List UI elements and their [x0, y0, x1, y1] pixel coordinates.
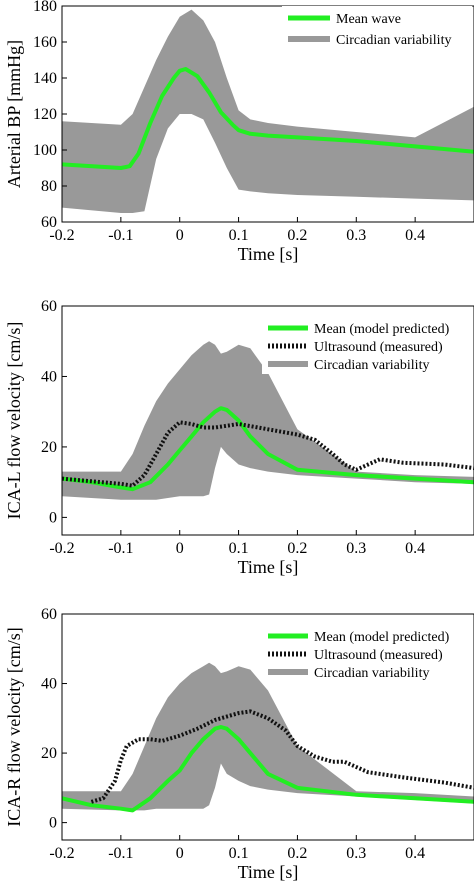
series-line-mean-model-predicted	[62, 406, 474, 492]
x-tick-label: 0.4	[405, 227, 425, 244]
band-circadian-variability	[62, 9, 474, 213]
y-tick-label: 60	[41, 298, 57, 315]
chart-panel-ica-l-flow: -0.2 -0.1 0 0.1 0.2 0.3 0.4 0 20 40 60 Time [s] I…	[4, 298, 474, 577]
band-circadian-variability	[62, 662, 474, 811]
legend-entry-circadian-variability: Circadian variability	[268, 666, 429, 681]
y-tick-label: 180	[33, 0, 57, 15]
y-tick-label: 80	[41, 178, 57, 195]
x-tick-label: 0.1	[229, 540, 249, 557]
legend-entry-mean-model: Mean (model predicted)	[268, 322, 450, 337]
chart-panel-arterial-bp: -0.2 -0.1 0 0.1 0.2 0.3 0.4 60 80 100 120 140 160 18…	[4, 0, 474, 264]
x-tick-label: 0.4	[405, 845, 425, 862]
series-line-ultrasound-measured	[62, 420, 474, 488]
legend-label-circadian-variability: Circadian variability	[336, 33, 451, 48]
x-axis-label: Time [s]	[238, 862, 299, 882]
x-tick-label: 0.3	[346, 540, 366, 557]
y-axis-ticks: 0 20 40 60	[41, 298, 67, 526]
y-tick-label: 60	[41, 214, 57, 231]
legend-label-ultrasound: Ultrasound (measured)	[314, 648, 443, 663]
chart-panel-ica-r-flow: -0.2 -0.1 0 0.1 0.2 0.3 0.4 0 20 40 60 Time [s] I…	[4, 606, 474, 882]
legend-label-circadian-variability: Circadian variability	[314, 666, 429, 681]
legend-box	[282, 6, 472, 52]
x-tick-label: 0.3	[346, 227, 366, 244]
legend-entry-mean-model: Mean (model predicted)	[268, 630, 450, 645]
x-tick-label: 0.1	[229, 227, 249, 244]
y-axis-ticks: 60 80 100 120 140 160 180	[33, 0, 67, 231]
legend-label-mean-model: Mean (model predicted)	[314, 630, 450, 645]
legend-entry-mean-wave: Mean wave	[288, 12, 401, 27]
y-axis-label: ICA-L flow velocity [cm/s]	[4, 322, 24, 520]
band-circadian-variability	[62, 341, 474, 500]
series-line-mean-model-predicted	[62, 725, 474, 813]
x-tick-label: -0.1	[108, 845, 133, 862]
series-layer	[62, 709, 474, 813]
legend-entry-ultrasound: Ultrasound (measured)	[268, 648, 443, 663]
x-tick-label: 0.3	[346, 845, 366, 862]
legend-label-circadian-variability: Circadian variability	[314, 358, 429, 373]
y-axis-ticks: 0 20 40 60	[41, 606, 67, 832]
y-tick-label: 0	[49, 509, 57, 526]
legend: Mean (model predicted) Ultrasound (measu…	[262, 316, 470, 374]
y-tick-label: 20	[41, 745, 57, 762]
legend-entry-circadian-variability: Circadian variability	[268, 358, 429, 373]
y-tick-label: 60	[41, 606, 57, 623]
x-tick-label: -0.1	[108, 540, 133, 557]
legend-entry-circadian-variability: Circadian variability	[288, 33, 451, 48]
x-tick-label: 0.2	[287, 540, 307, 557]
x-tick-label: -0.2	[49, 540, 74, 557]
circadian-variability-band	[62, 9, 474, 213]
series-line-ultrasound-measured	[90, 709, 474, 804]
y-tick-label: 120	[33, 106, 57, 123]
legend: Mean (model predicted) Ultrasound (measu…	[262, 624, 470, 682]
x-tick-label: 0.2	[287, 227, 307, 244]
series-layer	[62, 67, 474, 170]
axes-frame	[61, 305, 474, 536]
legend-entry-ultrasound: Ultrasound (measured)	[268, 340, 443, 355]
x-tick-label: 0.2	[287, 845, 307, 862]
legend-label-ultrasound: Ultrasound (measured)	[314, 340, 443, 355]
x-axis-label: Time [s]	[238, 244, 299, 264]
legend-label-mean-wave: Mean wave	[336, 12, 401, 27]
x-tick-label: 0	[176, 540, 184, 557]
x-axis-ticks: -0.2 -0.1 0 0.1 0.2 0.3 0.4	[49, 530, 425, 557]
x-tick-label: 0	[176, 227, 184, 244]
x-axis-ticks: -0.2 -0.1 0 0.1 0.2 0.3 0.4	[49, 835, 425, 862]
x-tick-label: -0.1	[108, 227, 133, 244]
x-tick-label: 0.1	[229, 845, 249, 862]
series-line-mean-wave	[62, 67, 474, 170]
y-axis-label: ICA-R flow velocity [cm/s]	[4, 627, 24, 826]
legend: Mean wave Circadian variability	[282, 6, 472, 52]
y-tick-label: 160	[33, 34, 57, 51]
x-axis-ticks: -0.2 -0.1 0 0.1 0.2 0.3 0.4	[49, 217, 425, 244]
y-tick-label: 0	[49, 815, 57, 832]
x-axis-label: Time [s]	[238, 557, 299, 577]
circadian-variability-band	[62, 662, 474, 811]
x-tick-label: 0	[176, 845, 184, 862]
y-axis-label: Arterial BP [mmHg]	[4, 40, 24, 188]
axes-frame	[61, 613, 474, 841]
y-tick-label: 40	[41, 368, 57, 385]
series-layer	[62, 406, 474, 492]
legend-label-mean-model: Mean (model predicted)	[314, 322, 450, 337]
y-tick-label: 40	[41, 676, 57, 693]
y-tick-label: 100	[33, 142, 57, 159]
x-tick-label: -0.2	[49, 845, 74, 862]
y-tick-label: 140	[33, 70, 57, 87]
x-tick-label: 0.4	[405, 540, 425, 557]
circadian-variability-band	[62, 341, 474, 500]
x-tick-label: -0.2	[49, 227, 74, 244]
y-tick-label: 20	[41, 439, 57, 456]
